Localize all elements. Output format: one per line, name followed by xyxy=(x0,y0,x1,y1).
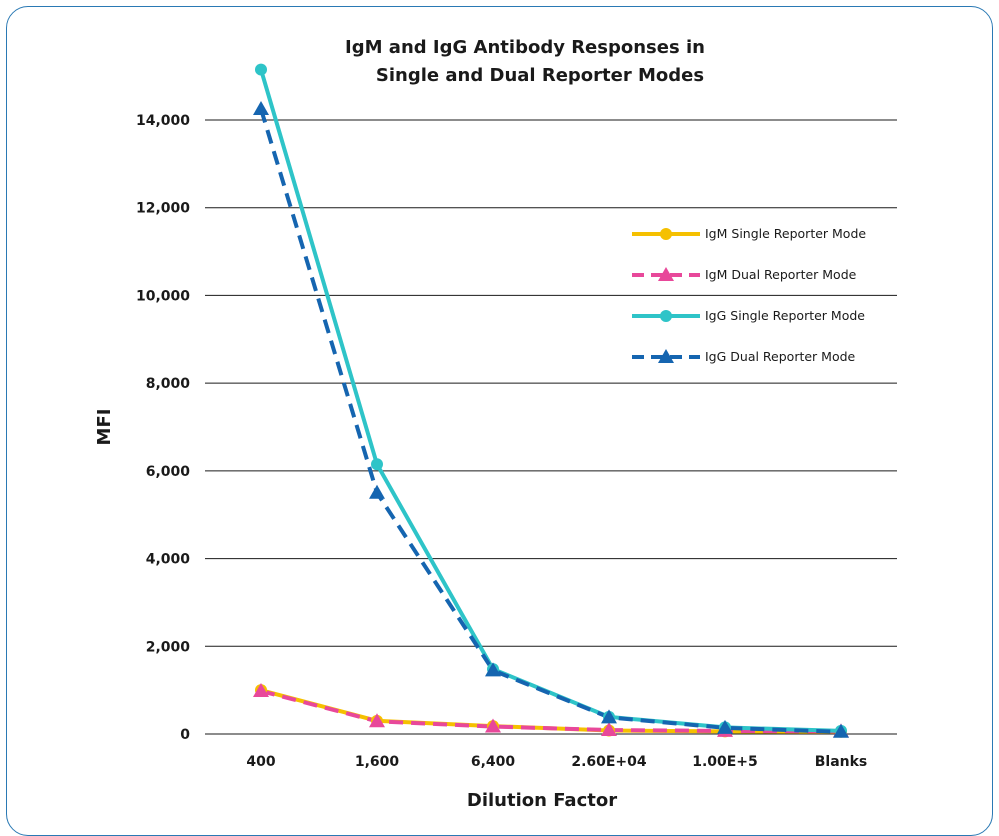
x-axis-label: Dilution Factor xyxy=(467,790,617,811)
legend-label-0: IgM Single Reporter Mode xyxy=(705,226,866,241)
legend-marker-1 xyxy=(658,267,674,281)
data-point-1-0 xyxy=(253,683,269,698)
legend-marker-0 xyxy=(660,228,672,240)
series-line-3 xyxy=(259,108,842,734)
series-line-2 xyxy=(259,69,842,733)
data-point-3-1 xyxy=(369,484,385,499)
gridlines xyxy=(205,119,897,735)
series-lines xyxy=(259,69,842,734)
data-point-2-1 xyxy=(371,458,383,471)
x-tick-label: 6,400 xyxy=(471,754,516,770)
y-tick-label: 10,000 xyxy=(136,288,190,304)
y-tick-label: 4,000 xyxy=(146,552,191,568)
x-tick-label: 400 xyxy=(246,754,275,770)
y-tick-label: 8,000 xyxy=(146,376,191,392)
data-point-3-3 xyxy=(601,709,617,724)
y-tick-label: 0 xyxy=(180,727,190,743)
y-tick-label: 14,000 xyxy=(136,113,190,129)
x-tick-label: 1,600 xyxy=(355,754,400,770)
legend: IgM Single Reporter Mode IgM Dual Reporte… xyxy=(632,226,866,364)
legend-label-3: IgG Dual Reporter Mode xyxy=(705,349,856,364)
series-line-1 xyxy=(260,689,842,734)
y-tick-label: 2,000 xyxy=(146,639,191,655)
series-line-0 xyxy=(260,688,842,734)
x-tick-label: Blanks xyxy=(815,754,868,770)
legend-marker-3 xyxy=(658,349,674,363)
legend-marker-2 xyxy=(660,310,672,322)
data-point-2-0 xyxy=(255,63,267,76)
y-axis-label: MFI xyxy=(94,409,115,446)
data-point-3-0 xyxy=(253,101,269,116)
data-point-1-3 xyxy=(601,722,617,737)
x-tick-label: 1.00E+5 xyxy=(692,754,758,770)
data-point-1-2 xyxy=(485,718,501,733)
series-markers xyxy=(253,63,849,738)
chart-title-line-2: Single and Dual Reporter Modes xyxy=(376,65,704,86)
data-point-3-5 xyxy=(833,723,849,738)
y-tick-label: 6,000 xyxy=(146,464,191,480)
y-tick-label: 12,000 xyxy=(136,201,190,217)
x-tick-labels: 400 1,600 6,400 2.60E+04 1.00E+5 Blanks xyxy=(246,754,867,770)
y-tick-labels: 0 2,000 4,000 6,000 8,000 10,000 12,000 14,000 xyxy=(136,113,190,743)
data-point-1-1 xyxy=(369,713,385,728)
legend-label-1: IgM Dual Reporter Mode xyxy=(705,267,857,282)
data-point-3-2 xyxy=(485,662,501,677)
chart-title-line-1: IgM and IgG Antibody Responses in xyxy=(345,37,705,58)
data-point-3-4 xyxy=(717,719,733,734)
x-tick-label: 2.60E+04 xyxy=(571,754,647,770)
legend-label-2: IgG Single Reporter Mode xyxy=(705,308,865,323)
